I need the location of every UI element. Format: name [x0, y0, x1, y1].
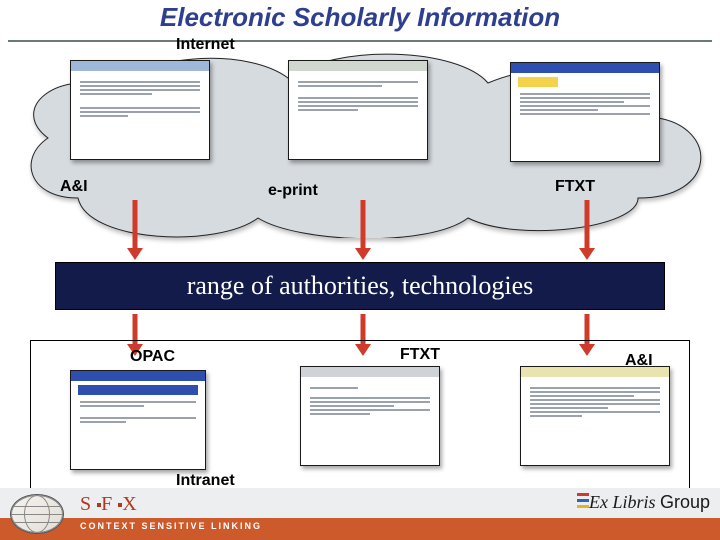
label-ftxt-bot: FTXT: [400, 346, 440, 364]
internet-label: Internet: [176, 36, 235, 54]
label-ftxt-top: FTXT: [555, 178, 595, 196]
arrow-2: [582, 200, 592, 260]
label-ai-top: A&I: [60, 178, 88, 196]
banner-range: range of authorities, technologies: [55, 262, 665, 310]
thumb-opac: [70, 370, 206, 470]
thumb-eprint: [288, 60, 428, 160]
thumb-ftxt-bot: [300, 366, 440, 466]
thumb-ftxt: [510, 62, 660, 162]
label-eprint-top: e-print: [268, 182, 318, 200]
sfx-logo: SFX: [80, 493, 143, 516]
divider-top: [8, 40, 712, 42]
thumb-ai: [70, 60, 210, 160]
arrow-0: [130, 200, 140, 260]
arrow-1: [358, 200, 368, 260]
globe-icon: [10, 494, 64, 534]
footer-bar: SFX CONTEXT SENSITIVE LINKING Ex Libris …: [0, 488, 720, 540]
label-opac: OPAC: [130, 348, 175, 366]
page-title: Electronic Scholarly Information: [0, 2, 720, 33]
thumb-ai-bot: [520, 366, 670, 466]
footer-tagline: CONTEXT SENSITIVE LINKING: [80, 521, 262, 531]
exlibris-logo: Ex Libris Group: [589, 492, 710, 513]
